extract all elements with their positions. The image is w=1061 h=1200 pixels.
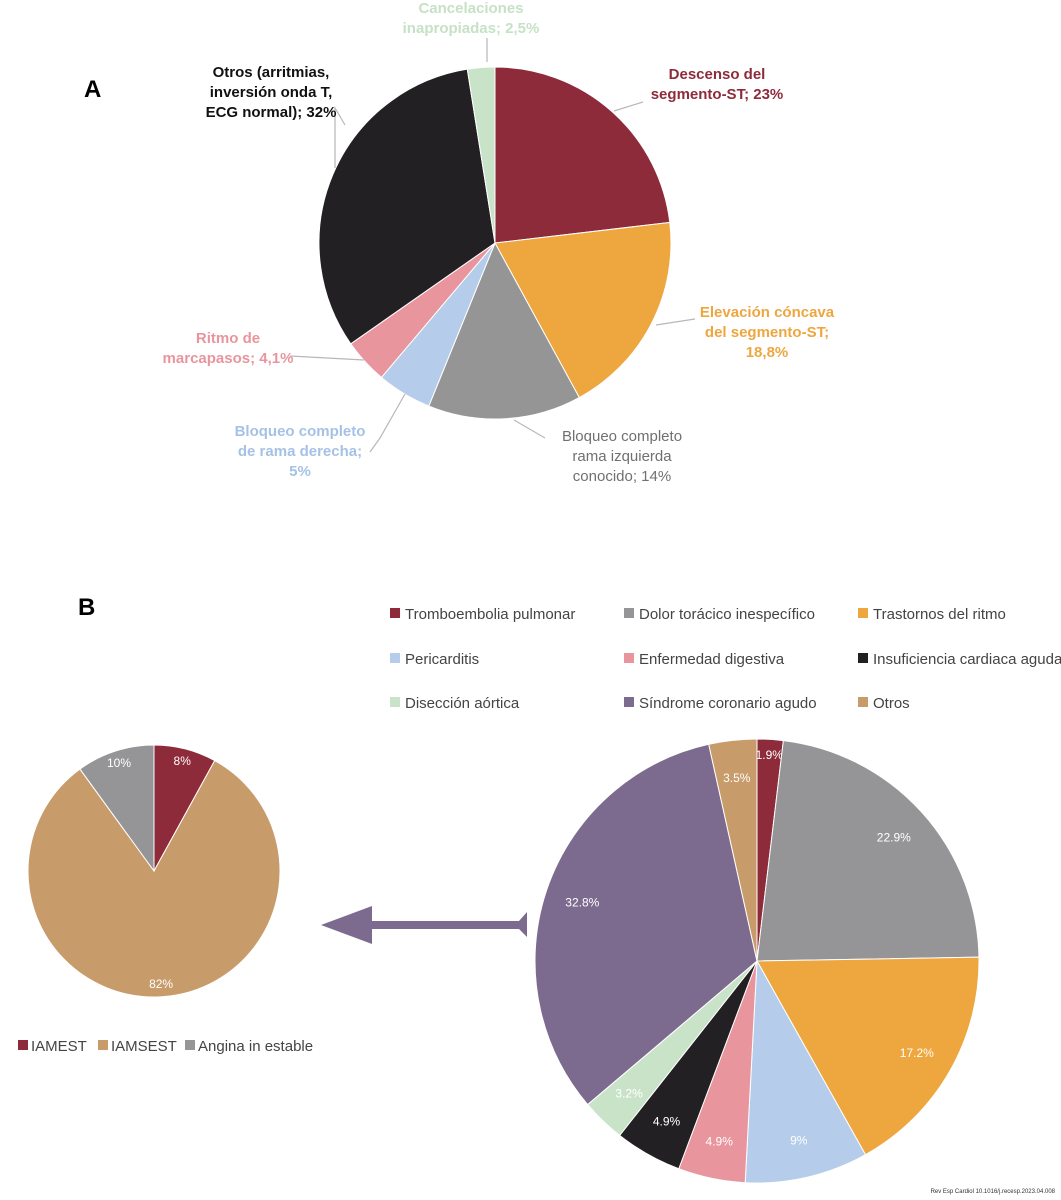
legend-label: Dolor torácico inespecífico [639, 606, 815, 623]
panel-a-letter: A [84, 76, 101, 103]
pie-b-slice-label: 4.9% [706, 1134, 734, 1148]
legend-label: IAMSEST [111, 1038, 177, 1055]
leader-line [655, 318, 696, 326]
panel-b-letter: B [78, 594, 95, 621]
pie-b-slice [744, 959, 867, 1184]
legend-swatch [858, 608, 868, 618]
leader-line [369, 393, 406, 453]
legend-swatch [624, 653, 634, 663]
leader-line [513, 419, 546, 439]
pie-a-slice-label: Cancelaciones inapropiadas; 2,5% [403, 0, 540, 37]
pie-chart-a [318, 66, 672, 420]
pie-a-slice [494, 66, 671, 244]
pie-b-slice-label: 17.2% [900, 1046, 934, 1060]
pie-c-slice [79, 744, 155, 873]
pie-b-slice-label: 9% [790, 1134, 808, 1148]
pie-a-slice [318, 68, 496, 345]
pie-chart-b-syndrome: 8% 82% 10% [27, 744, 281, 998]
legend-swatch [390, 653, 400, 663]
pie-b-slice-label: 1.9% [756, 748, 784, 762]
pie-a-slice-label: Otros (arritmias, inversión onda T, ECG no… [206, 64, 337, 121]
pie-a-slice-label: Bloqueo completo de rama derecha; 5% [235, 423, 366, 480]
pie-c-slice [27, 759, 281, 998]
pie-chart-b-causes: 1.9% 22.9% 17.2% 9% 4.9% 4.9% 3.2% 32.8% 3.5% [534, 738, 980, 1184]
pie-a-slice [428, 241, 580, 420]
legend-swatch [624, 608, 634, 618]
pie-b-slice [708, 738, 758, 962]
pie-a-labels: Descenso del segmento-ST; 23% Elevación có… [163, 0, 835, 485]
leader-line [613, 101, 644, 112]
legend-label: Trastornos del ritmo [873, 606, 1006, 623]
legend-label: Enfermedad digestiva [639, 651, 785, 668]
pie-b-slice [756, 956, 980, 1156]
legend-label: Pericarditis [405, 651, 479, 668]
leader-line [334, 105, 346, 168]
pie-b-slice [756, 740, 980, 962]
legend-swatch [18, 1040, 28, 1050]
arrow-left-icon [321, 906, 527, 944]
legend-swatch [624, 697, 634, 707]
pie-a-slice-label: Ritmo de marcapasos; 4,1% [163, 330, 294, 367]
pie-b-slice-label: 4.9% [653, 1115, 681, 1129]
pie-b-slice-label: 22.9% [877, 831, 911, 845]
pie-a-slice-label: Bloqueo completo rama izquierda conocido; … [562, 428, 682, 485]
pie-c-slice-label: 10% [107, 756, 131, 770]
pie-b-slice-label: 32.8% [565, 895, 599, 909]
pie-c-slice-label: 8% [174, 754, 192, 768]
legend-swatch [858, 653, 868, 663]
legend-label: Insuficiencia cardiaca aguda [873, 651, 1061, 668]
pie-a-slice-label: Elevación cóncava del segmento-ST; 18,8% [700, 304, 835, 361]
credit-text: Rev Esp Cardiol 10.1016/j.recesp.2023.04… [931, 1189, 1056, 1195]
legend-label: Tromboembolia pulmonar [405, 606, 575, 623]
pie-a-slice [466, 66, 496, 244]
pie-b-slice [534, 743, 758, 1106]
legend-b: Tromboembolia pulmonar Dolor torácico ine… [390, 606, 1061, 712]
legend-label: Otros [873, 695, 910, 712]
legend-label: IAMEST [31, 1038, 87, 1055]
pie-b-slice-label: 3.2% [615, 1087, 643, 1101]
legend-swatch [390, 697, 400, 707]
legend-label: Angina in estable [198, 1038, 313, 1055]
legend-c: IAMEST IAMSEST Angina in estable [18, 1038, 313, 1055]
leader-line [289, 355, 365, 361]
pie-c-slice-label: 82% [149, 977, 173, 991]
legend-swatch [98, 1040, 108, 1050]
legend-swatch [390, 608, 400, 618]
legend-swatch [185, 1040, 195, 1050]
pie-a-slice-label: Descenso del segmento-ST; 23% [651, 66, 784, 103]
legend-swatch [858, 697, 868, 707]
legend-label: Síndrome coronario agudo [639, 695, 817, 712]
pie-b-slice-label: 3.5% [723, 771, 751, 785]
pie-a-slice [494, 221, 672, 399]
legend-label: Disección aórtica [405, 695, 520, 712]
